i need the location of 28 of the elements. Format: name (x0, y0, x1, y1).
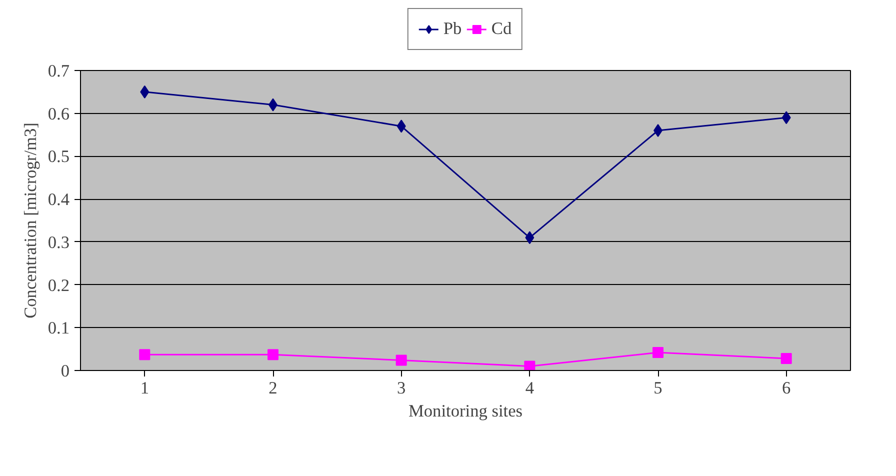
y-tick-label: 0.2 (48, 276, 70, 295)
point (524, 360, 536, 370)
point (525, 231, 534, 244)
point (396, 354, 407, 366)
y-tick-label: 0.4 (48, 190, 70, 210)
point (396, 120, 406, 133)
legend-label: Pb (443, 19, 463, 39)
point (268, 349, 278, 360)
x-tick-label: 2 (268, 378, 278, 398)
point (652, 347, 664, 358)
point (139, 349, 150, 360)
point (782, 111, 791, 124)
y-tick-label: 0.6 (48, 104, 70, 124)
x-tick-label: 5 (654, 378, 662, 398)
x-axis-title: Monitoring sites (408, 402, 523, 420)
x-tick-label: 1 (140, 378, 150, 398)
legend-label: Cd (491, 19, 512, 39)
x-tick-label: 6 (782, 378, 791, 398)
point (780, 353, 792, 364)
y-tick-label: 0.1 (48, 318, 70, 338)
x-tick-label: 3 (397, 378, 406, 398)
x-tick-label: 4 (525, 378, 534, 398)
y-axis-title: Concentration [microgr/m3] (20, 122, 40, 318)
y-tick-label: 0 (60, 362, 70, 380)
y-tick-label: 0.5 (48, 147, 70, 166)
y-tick-label: 0.3 (48, 232, 70, 252)
point (140, 85, 150, 98)
y-tick-label: 0.7 (48, 62, 70, 80)
